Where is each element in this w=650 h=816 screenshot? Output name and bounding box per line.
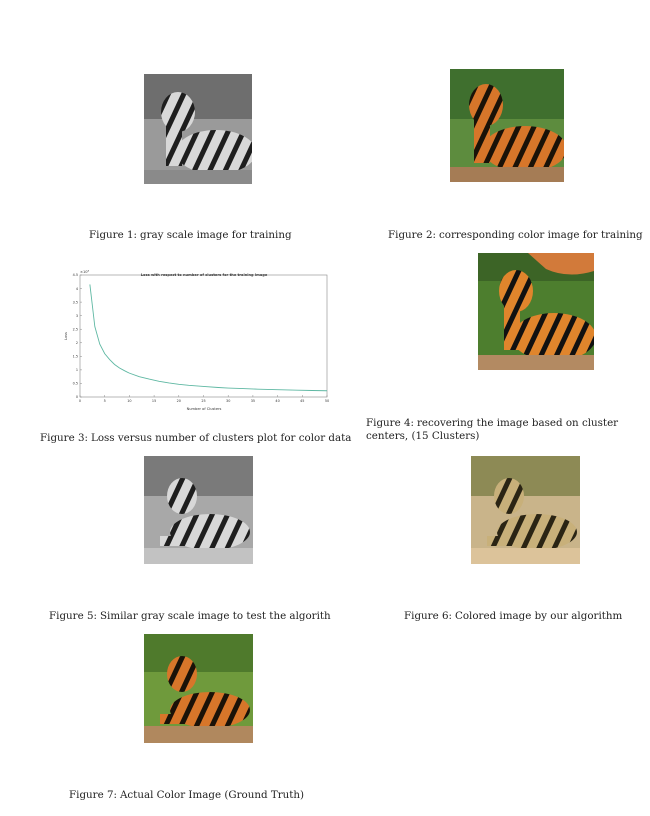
figure-1-caption: Figure 1: gray scale image for training xyxy=(89,229,292,242)
x-tick-label: 10 xyxy=(127,399,131,403)
figure-4-text: recovering the image based on cluster ce… xyxy=(366,417,619,442)
y-tick-label: 3 xyxy=(76,314,78,318)
figure-2-image xyxy=(450,69,564,182)
x-tick-label: 50 xyxy=(325,399,329,403)
y-tick-label: 0 xyxy=(76,395,78,399)
figure-2-caption: Figure 2: corresponding color image for t… xyxy=(388,229,643,242)
chart-plot-area xyxy=(79,274,328,398)
x-tick-label: 0 xyxy=(79,399,81,403)
x-tick-label: 40 xyxy=(275,399,279,403)
figure-7-caption: Figure 7: Actual Color Image (Ground Trut… xyxy=(69,789,304,802)
chart-ylabel: Loss xyxy=(64,332,68,340)
figure-1-image xyxy=(144,74,252,184)
figure-7-text: Actual Color Image (Ground Truth) xyxy=(119,789,305,801)
figure-2-label: Figure 2: xyxy=(388,229,436,241)
y-tick-label: 1 xyxy=(76,368,78,372)
figure-6-image xyxy=(471,456,580,564)
figure-6-label: Figure 6: xyxy=(404,610,452,622)
figure-1-label: Figure 1: xyxy=(89,229,137,241)
figure-3-label: Figure 3: xyxy=(40,432,88,444)
figure-3-chart: Loss with respect to number of clusters … xyxy=(58,262,330,412)
y-tick-label: 2 xyxy=(76,341,78,345)
y-tick-label: 4.5 xyxy=(73,273,78,277)
x-tick-label: 45 xyxy=(300,399,304,403)
chart-y-multiplier: ×10⁸ xyxy=(80,270,90,274)
figure-5-label: Figure 5: xyxy=(49,610,97,622)
figure-1-text: gray scale image for training xyxy=(139,229,292,241)
series-line-loss xyxy=(89,284,328,392)
figure-5-caption: Figure 5: Similar gray scale image to tes… xyxy=(49,610,331,623)
figure-5-image xyxy=(144,456,253,564)
x-tick-label: 30 xyxy=(226,399,230,403)
figure-2-text: corresponding color image for training xyxy=(438,229,643,241)
y-tick-label: 2.5 xyxy=(73,327,78,331)
x-tick-label: 35 xyxy=(251,399,255,403)
y-tick-label: 0.5 xyxy=(73,382,78,386)
figure-7-image xyxy=(144,634,253,743)
x-tick-label: 5 xyxy=(104,399,106,403)
x-tick-label: 25 xyxy=(201,399,205,403)
figure-3-caption: Figure 3: Loss versus number of clusters … xyxy=(40,432,351,445)
y-tick-label: 4 xyxy=(76,287,78,291)
x-tick-label: 20 xyxy=(177,399,181,403)
figure-4-image xyxy=(478,253,594,370)
y-tick-label: 3.5 xyxy=(73,300,78,304)
figure-5-text: Similar gray scale image to test the alg… xyxy=(99,610,331,622)
figure-6-text: Colored image by our algorithm xyxy=(454,610,623,622)
figure-6-caption: Figure 6: Colored image by our algorithm xyxy=(404,610,622,623)
figure-3-text: Loss versus number of clusters plot for … xyxy=(90,432,352,444)
figure-4-caption: Figure 4: recovering the image based on c… xyxy=(366,417,628,443)
chart-xlabel: Number of Clusters xyxy=(187,407,222,411)
figure-4-label: Figure 4: xyxy=(366,417,414,429)
y-tick-label: 1.5 xyxy=(73,355,78,359)
figure-7-label: Figure 7: xyxy=(69,789,117,801)
x-tick-label: 15 xyxy=(152,399,156,403)
